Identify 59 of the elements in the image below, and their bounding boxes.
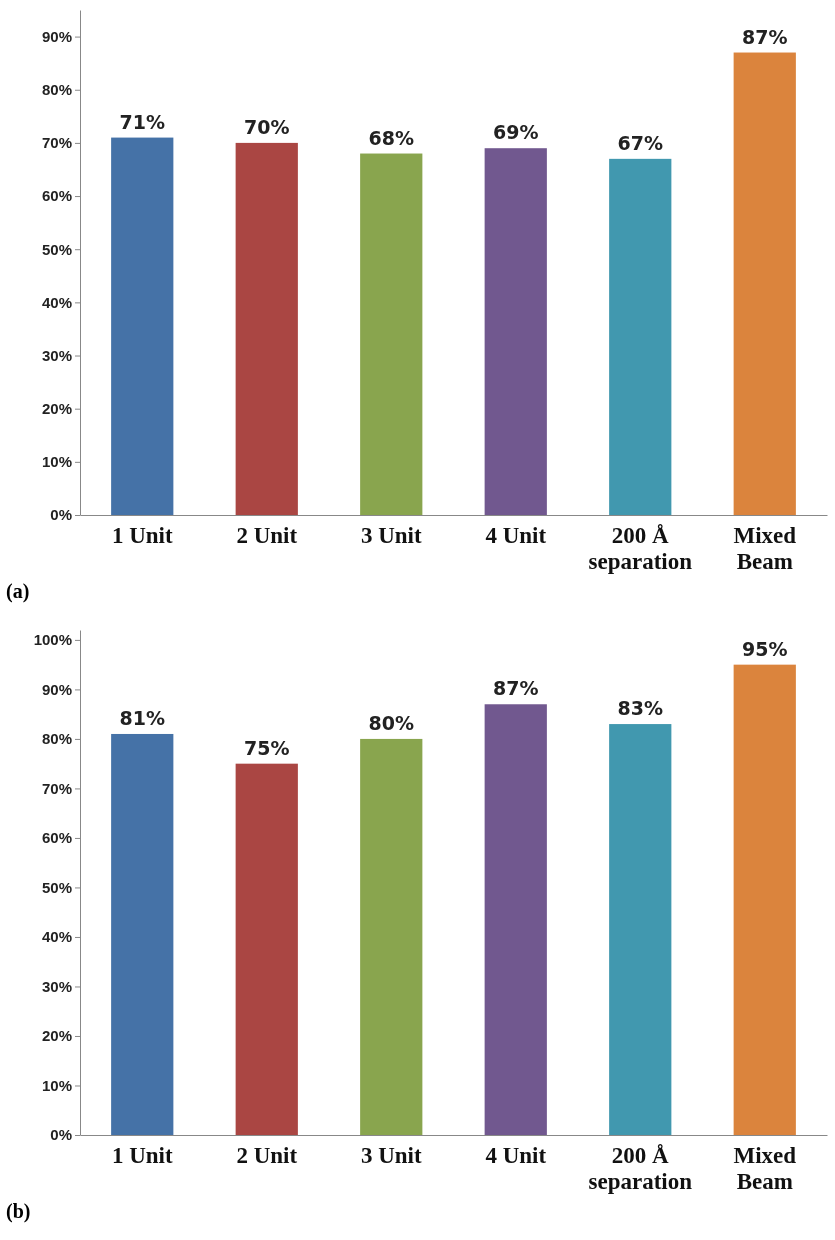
x-tick-label: 200 Å separation [588,1143,693,1194]
bar [235,142,298,515]
bar [235,763,298,1135]
data-label: 95% [742,637,788,660]
data-label: 69% [493,121,539,144]
x-tick-label: 1 Unit [111,523,173,549]
data-label: 75% [244,736,290,759]
y-tick-label: 70% [41,134,72,152]
data-label: 87% [493,677,539,700]
x-tick-label: 4 Unit [485,1143,547,1169]
x-tick-label: 3 Unit [360,1143,422,1169]
bar [733,664,796,1135]
bar [111,137,174,515]
y-tick-label: 90% [41,27,72,45]
bar [609,158,672,515]
y-tick-label: 90% [41,680,72,698]
x-tick-label: 2 Unit [236,523,298,549]
text: (a) [6,580,30,603]
y-tick-label: 10% [41,453,72,471]
y-tick-label: 20% [41,399,72,417]
text: (b) [6,1200,31,1223]
data-label: 71% [119,110,165,133]
y-tick-label: 50% [41,240,72,258]
x-tick-label: Mixed Beam [733,523,797,574]
x-tick-label: 2 Unit [236,1143,298,1169]
data-label: 68% [368,126,414,149]
x-tick-label: 200 Å separation [588,523,693,574]
bar [609,724,672,1135]
x-tick-label: 3 Unit [360,523,422,549]
bar [360,153,423,515]
y-tick-label: 0% [50,506,72,524]
y-tick-label: 20% [41,1027,72,1045]
y-tick-label: 40% [41,293,72,311]
y-tick-label: 40% [41,928,72,946]
y-tick-label: 0% [50,1126,72,1144]
y-tick-label: 100% [33,631,72,649]
data-label: 87% [742,25,788,48]
y-tick-label: 30% [41,346,72,364]
y-tick-label: 80% [41,81,72,99]
data-label: 80% [368,711,414,734]
x-tick-label: Mixed Beam [733,1143,797,1194]
data-label: 67% [617,131,663,154]
data-label: 81% [119,706,165,729]
y-tick-label: 80% [41,730,72,748]
bar [484,704,547,1135]
x-tick-label: 1 Unit [111,1143,173,1169]
y-tick-label: 30% [41,977,72,995]
y-tick-label: 70% [41,779,72,797]
bar [733,52,796,515]
y-tick-label: 10% [41,1076,72,1094]
x-tick-label: 4 Unit [485,523,547,549]
y-tick-label: 60% [41,187,72,205]
bar [111,733,174,1135]
data-label: 70% [244,115,290,138]
y-tick-label: 60% [41,829,72,847]
bar [484,148,547,515]
bar [360,738,423,1135]
y-tick-label: 50% [41,878,72,896]
data-label: 83% [617,697,663,720]
